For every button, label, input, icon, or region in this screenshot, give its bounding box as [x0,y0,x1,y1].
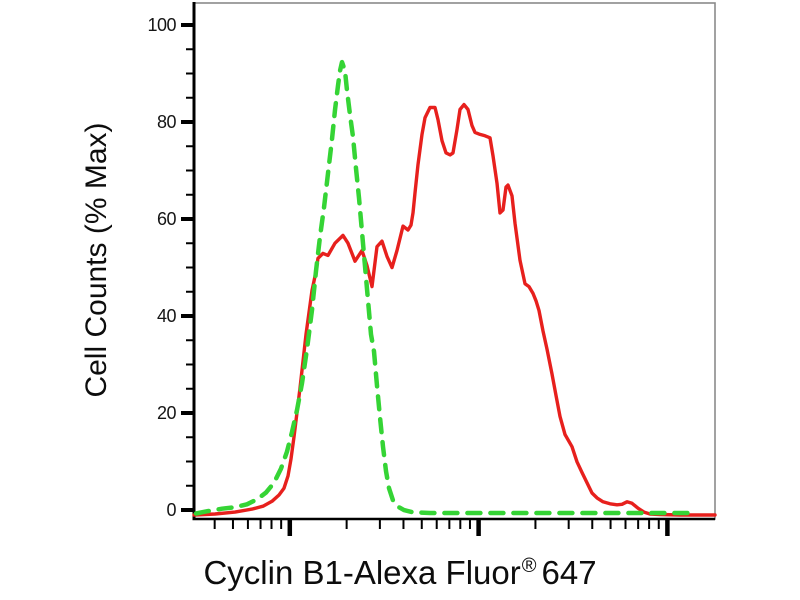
y-axis-label: Cell Counts (% Max) [80,122,113,398]
registered-trademark-mark: ® [521,555,537,577]
y-tick-label: 100 [147,15,176,35]
stained-curve [192,102,717,517]
y-tick-label: 0 [166,500,176,520]
x-axis-label-text: Cyclin B1-Alexa Fluor [203,554,521,591]
y-tick-label: 60 [157,209,177,229]
control-curve [193,59,695,516]
x-axis-label-suffix: 647 [541,554,597,591]
y-tick-label: 80 [157,112,177,132]
y-tick-label: 20 [157,403,177,423]
y-tick-label: 40 [157,306,177,326]
x-axis-label: Cyclin B1-Alexa Fluor® 647 [0,554,800,592]
